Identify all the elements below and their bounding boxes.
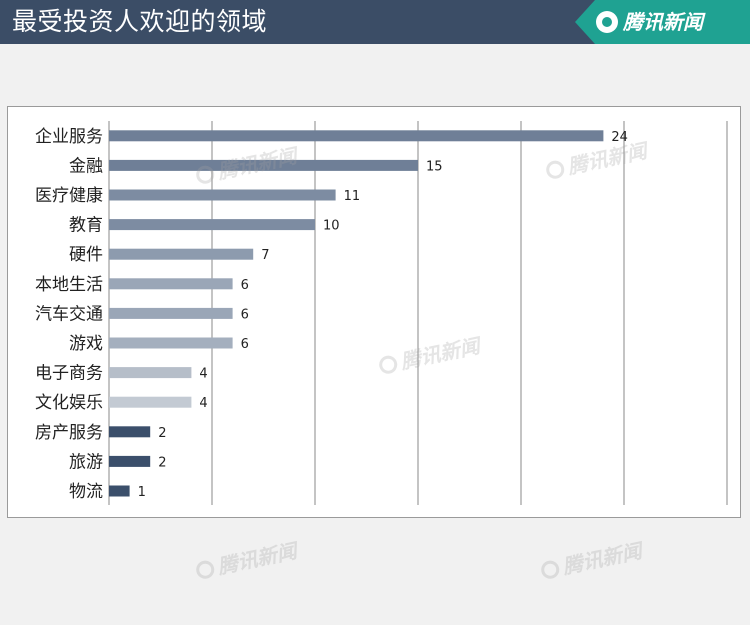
data-label: 6 <box>241 307 249 322</box>
category-label: 游戏 <box>69 334 103 354</box>
bar <box>109 337 233 349</box>
chart-panel: 企业服务 24 金融 15 医疗健康 11 教育 10 硬件 7 本地生活 6 汽车交通 6 游戏 6 电子商务… <box>7 106 741 518</box>
watermark: 腾讯新闻 <box>538 535 644 585</box>
data-label: 1 <box>138 485 146 500</box>
brand-icon <box>596 11 618 33</box>
brand-logo: 腾讯新闻 <box>596 0 703 44</box>
bar <box>109 485 130 497</box>
category-label: 旅游 <box>69 452 103 472</box>
data-label: 10 <box>323 219 340 234</box>
data-label: 6 <box>241 337 249 352</box>
bar <box>109 248 254 260</box>
category-label: 企业服务 <box>35 127 103 147</box>
data-label: 6 <box>241 278 249 293</box>
data-label: 15 <box>426 159 443 174</box>
category-label: 物流 <box>69 482 103 502</box>
data-label: 4 <box>199 396 207 411</box>
bar <box>109 130 604 142</box>
data-label: 2 <box>158 455 166 470</box>
category-label: 电子商务 <box>35 364 103 384</box>
bar <box>109 219 315 231</box>
watermark: 腾讯新闻 <box>193 535 299 585</box>
category-label: 教育 <box>69 216 103 236</box>
bar <box>109 367 192 379</box>
bar <box>109 278 233 290</box>
data-label: 7 <box>261 248 269 263</box>
data-label: 4 <box>199 367 207 382</box>
bar <box>109 455 151 467</box>
category-label: 硬件 <box>69 245 103 265</box>
data-label: 11 <box>344 189 361 204</box>
bar <box>109 396 192 408</box>
data-label: 24 <box>611 130 628 145</box>
page-title: 最受投资人欢迎的领域 <box>12 7 268 36</box>
category-label: 房产服务 <box>35 423 103 443</box>
bar <box>109 159 418 171</box>
data-label: 2 <box>158 426 166 441</box>
category-label: 金融 <box>69 156 103 176</box>
category-label: 本地生活 <box>35 275 103 295</box>
brand-name: 腾讯新闻 <box>623 10 703 34</box>
bar <box>109 307 233 319</box>
category-label: 医疗健康 <box>35 186 103 206</box>
bar <box>109 426 151 438</box>
category-label: 汽车交通 <box>35 304 103 324</box>
bar <box>109 189 336 201</box>
category-label: 文化娱乐 <box>35 393 103 413</box>
